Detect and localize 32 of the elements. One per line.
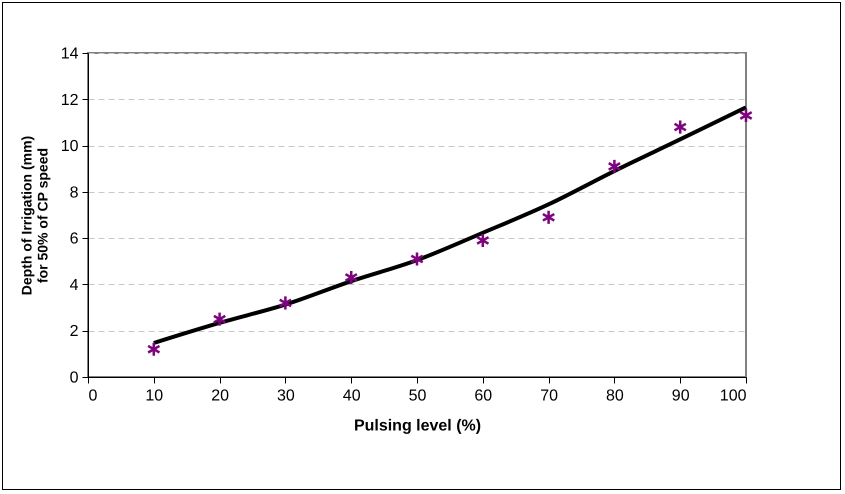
- x-tick-label: 50: [408, 388, 426, 404]
- y-tick-label: 4: [70, 276, 79, 294]
- x-tick-label: 40: [342, 388, 361, 404]
- x-tick-label: 0: [88, 388, 98, 404]
- x-tick-label: 10: [145, 388, 164, 404]
- point: [739, 108, 753, 124]
- point: [673, 119, 688, 135]
- point: [542, 210, 556, 226]
- x-tick-label: 30: [277, 388, 295, 404]
- y-tick-label: 8: [70, 184, 79, 202]
- line-series: [152, 105, 748, 345]
- y-tick-label: 2: [70, 323, 79, 340]
- x-tick-label: 90: [672, 388, 690, 404]
- y-tick-label: 12: [60, 92, 79, 109]
- point: [344, 270, 358, 286]
- point: [146, 341, 161, 357]
- x-tick-label: 60: [474, 388, 492, 404]
- y-tick-label: 14: [60, 46, 79, 62]
- x-tick-label: 80: [606, 388, 624, 404]
- point: [278, 295, 292, 311]
- x-tick-label: 20: [211, 388, 230, 404]
- y-axis-title: Depth of Irrigation (mm) for 50% of CP speed: [18, 136, 51, 296]
- y-tick-label: 10: [60, 138, 79, 156]
- y-tick-label: 0: [70, 370, 79, 386]
- point: [476, 232, 490, 248]
- point: [607, 158, 622, 174]
- x-axis-title: Pulsing level (%): [354, 418, 482, 434]
- y-tick-label: 6: [70, 230, 79, 248]
- x-tick-label: 100: [720, 388, 747, 404]
- x-tick-label: 70: [540, 388, 558, 404]
- point: [212, 311, 227, 327]
- point: [410, 251, 424, 267]
